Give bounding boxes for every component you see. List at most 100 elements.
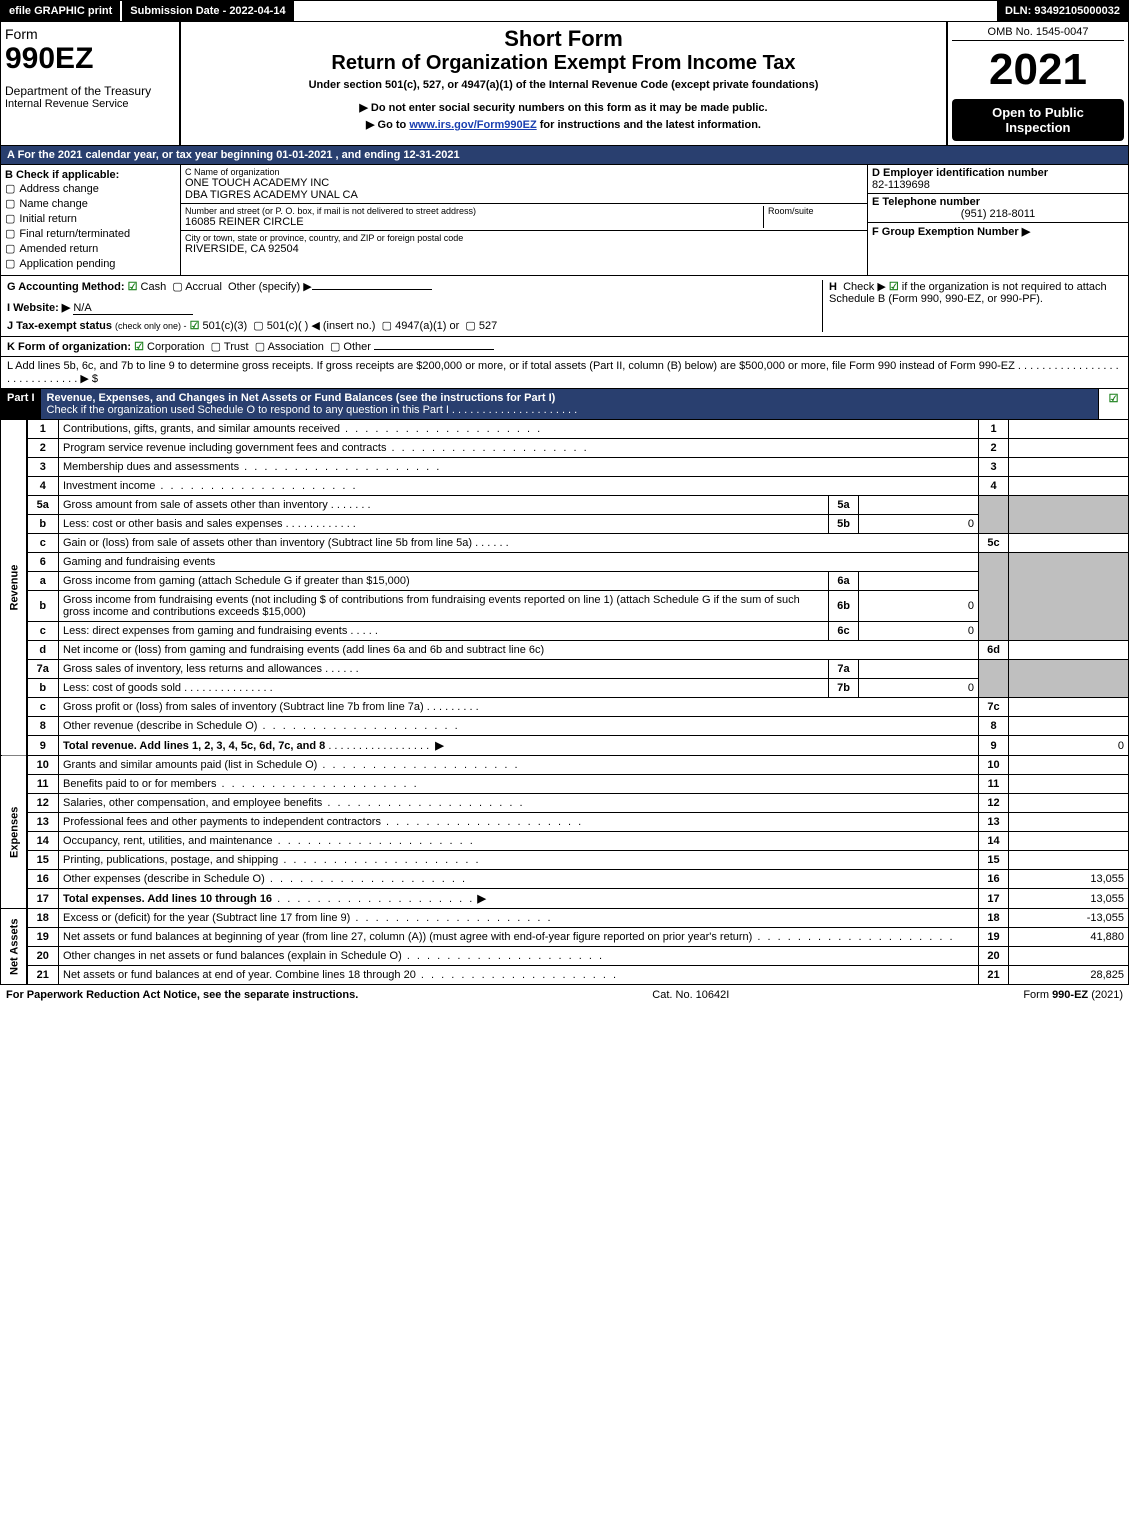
e-label: E Telephone number — [872, 196, 1124, 208]
checkbox-trust[interactable]: ▢ — [211, 341, 221, 353]
line-7c-val — [1009, 698, 1129, 717]
line-10-desc: Grants and similar amounts paid (list in… — [59, 756, 979, 775]
line-15-desc: Printing, publications, postage, and shi… — [59, 851, 979, 870]
short-form-title: Short Form — [189, 26, 938, 52]
row-l: L Add lines 5b, 6c, and 7b to line 9 to … — [0, 357, 1129, 389]
line-17-val: 13,055 — [1009, 889, 1129, 909]
return-title: Return of Organization Exempt From Incom… — [189, 52, 938, 75]
h-prefix: H — [829, 281, 837, 293]
line-3-desc: Membership dues and assessments — [59, 458, 979, 477]
footer-right-bold: 990-EZ — [1052, 989, 1088, 1001]
checkbox-cash[interactable]: ☑ — [128, 281, 138, 293]
j-label: J Tax-exempt status — [7, 320, 112, 332]
checkbox-4947[interactable]: ▢ — [382, 320, 392, 332]
checkbox-527[interactable]: ▢ — [465, 320, 475, 332]
checkbox-name-change[interactable]: ▢ — [5, 197, 15, 210]
j-opt1: 501(c)(3) — [203, 320, 248, 332]
checkbox-other[interactable]: ▢ — [330, 341, 340, 353]
line-5b-val: 0 — [859, 515, 979, 534]
b-item-2: Initial return — [19, 213, 76, 225]
line-6a-val — [859, 572, 979, 591]
line-18-desc: Excess or (deficit) for the year (Subtra… — [59, 909, 979, 928]
g-label: G Accounting Method: — [7, 281, 125, 293]
line-13-desc: Professional fees and other payments to … — [59, 813, 979, 832]
org-name-1: ONE TOUCH ACADEMY INC — [185, 177, 863, 189]
row-k: K Form of organization: ☑ Corporation ▢ … — [0, 337, 1129, 357]
part-i-title: Revenue, Expenses, and Changes in Net As… — [47, 392, 556, 404]
g-other-input[interactable] — [312, 289, 432, 290]
line-6b-val: 0 — [859, 591, 979, 622]
line-11-val — [1009, 775, 1129, 794]
checkbox-part-i-schedule-o[interactable]: ☑ — [1109, 393, 1119, 405]
irs-link[interactable]: www.irs.gov/Form990EZ — [409, 119, 536, 131]
top-bar: efile GRAPHIC print Submission Date - 20… — [0, 0, 1129, 22]
goto-pre: ▶ Go to — [366, 119, 409, 131]
checkbox-501c3[interactable]: ☑ — [190, 320, 200, 332]
line-2-desc: Program service revenue including govern… — [59, 439, 979, 458]
k-label: K Form of organization: — [7, 341, 131, 353]
line-5a-val — [859, 496, 979, 515]
line-20-val — [1009, 947, 1129, 966]
line-16-val: 13,055 — [1009, 870, 1129, 889]
g-accrual: Accrual — [185, 281, 222, 293]
checkbox-h[interactable]: ☑ — [889, 281, 899, 293]
k-opt-3: Other — [343, 341, 371, 353]
line-8-val — [1009, 717, 1129, 736]
website-value: N/A — [73, 302, 193, 315]
line-3-val — [1009, 458, 1129, 477]
section-a: A For the 2021 calendar year, or tax yea… — [0, 146, 1129, 165]
line-7a-val — [859, 660, 979, 679]
k-opt-0: Corporation — [147, 341, 204, 353]
omb-number: OMB No. 1545-0047 — [952, 26, 1124, 41]
line-7a-desc: Gross sales of inventory, less returns a… — [59, 660, 829, 679]
line-5b-desc: Less: cost or other basis and sales expe… — [59, 515, 829, 534]
part-i-check-text: Check if the organization used Schedule … — [47, 404, 578, 416]
checkbox-initial-return[interactable]: ▢ — [5, 212, 15, 225]
checkbox-amended-return[interactable]: ▢ — [5, 242, 15, 255]
line-6d-desc: Net income or (loss) from gaming and fun… — [59, 641, 979, 660]
tax-year: 2021 — [952, 45, 1124, 95]
checkbox-final-return[interactable]: ▢ — [5, 227, 15, 240]
page-footer: For Paperwork Reduction Act Notice, see … — [0, 985, 1129, 1005]
line-6d-val — [1009, 641, 1129, 660]
line-17-desc: Total expenses. Add lines 10 through 16 … — [59, 889, 979, 909]
sidelabel-revenue: Revenue — [1, 420, 27, 756]
footer-left: For Paperwork Reduction Act Notice, see … — [6, 989, 358, 1001]
city-state-zip: RIVERSIDE, CA 92504 — [185, 243, 863, 255]
j-note: (check only one) - — [115, 321, 187, 331]
dept-irs: Internal Revenue Service — [5, 98, 175, 110]
b-item-0: Address change — [19, 183, 99, 195]
footer-right-pre: Form — [1023, 989, 1052, 1001]
checkbox-accrual[interactable]: ▢ — [172, 281, 182, 293]
efile-print-button[interactable]: efile GRAPHIC print — [1, 1, 122, 21]
line-16-desc: Other expenses (describe in Schedule O) — [59, 870, 979, 889]
g-other: Other (specify) ▶ — [228, 281, 312, 293]
line-6c-desc: Less: direct expenses from gaming and fu… — [59, 622, 829, 641]
i-label: I Website: ▶ — [7, 302, 70, 314]
checkbox-application-pending[interactable]: ▢ — [5, 257, 15, 270]
line-1-val — [1009, 420, 1129, 439]
line-19-desc: Net assets or fund balances at beginning… — [59, 928, 979, 947]
sidelabel-net-assets: Net Assets — [1, 909, 27, 985]
arrow-icon: ▶ — [435, 740, 443, 752]
city-label: City or town, state or province, country… — [185, 233, 863, 243]
b-label: B Check if applicable: — [5, 169, 176, 181]
room-label: Room/suite — [768, 206, 863, 216]
checkbox-association[interactable]: ▢ — [255, 341, 265, 353]
h-label: Check ▶ — [843, 281, 886, 293]
inspection-badge: Open to Public Inspection — [952, 99, 1124, 141]
dept-treasury: Department of the Treasury — [5, 84, 175, 98]
checkbox-corporation[interactable]: ☑ — [134, 341, 144, 353]
k-opt-2: Association — [268, 341, 324, 353]
d-label: D Employer identification number — [872, 167, 1124, 179]
line-9-val: 0 — [1009, 736, 1129, 756]
checkbox-501c[interactable]: ▢ — [253, 320, 263, 332]
form-number: 990EZ — [5, 42, 175, 76]
b-item-3: Final return/terminated — [19, 228, 130, 240]
checkbox-address-change[interactable]: ▢ — [5, 182, 15, 195]
addr-label: Number and street (or P. O. box, if mail… — [185, 206, 763, 216]
ein-value: 82-1139698 — [872, 179, 1124, 191]
k-other-input[interactable] — [374, 349, 494, 350]
line-5c-val — [1009, 534, 1129, 553]
line-8-desc: Other revenue (describe in Schedule O) — [59, 717, 979, 736]
